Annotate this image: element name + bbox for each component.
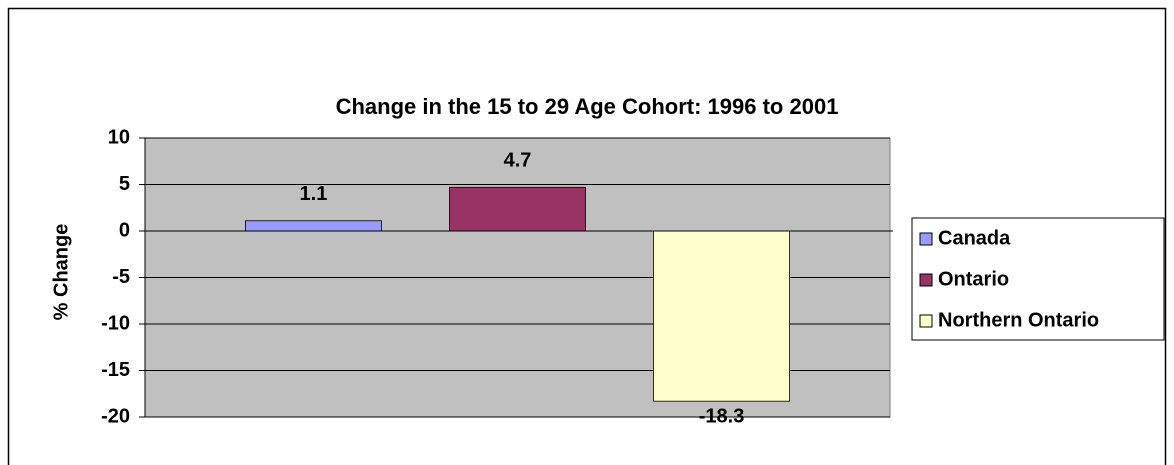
data-label: -18.3 (699, 405, 745, 427)
y-tick-label: -10 (101, 312, 130, 334)
y-tick-label: -5 (112, 266, 130, 288)
data-label: 1.1 (300, 183, 328, 205)
y-tick-label: -20 (101, 405, 130, 427)
legend-label: Canada (938, 227, 1011, 249)
chart-title: Change in the 15 to 29 Age Cohort: 1996 … (336, 94, 839, 119)
y-tick-label: -15 (101, 359, 130, 381)
bar (449, 186, 586, 232)
legend-label: Northern Ontario (938, 309, 1099, 331)
bar (245, 220, 382, 232)
bar (653, 230, 790, 402)
legend-label: Ontario (938, 268, 1009, 290)
legend-swatch (919, 273, 933, 287)
legend-swatch (919, 314, 933, 328)
legend (911, 217, 1165, 341)
y-axis-title: % Change (50, 224, 72, 321)
y-tick-label: 0 (119, 219, 130, 241)
data-label: 4.7 (504, 150, 532, 172)
y-tick-label: 10 (108, 126, 130, 148)
y-tick-label: 5 (119, 173, 130, 195)
legend-swatch (919, 232, 933, 246)
